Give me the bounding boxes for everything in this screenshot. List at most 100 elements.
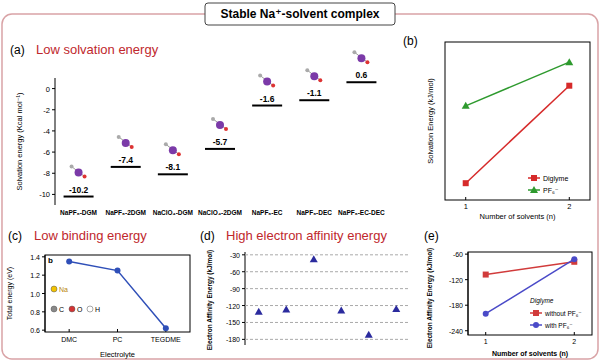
series-line [486, 259, 575, 313]
y-tick-label: -60 [453, 251, 463, 258]
y-tick-label: -180 [449, 302, 463, 309]
molecule-atom [271, 84, 275, 88]
y-tick-label: 0.8 [30, 309, 40, 316]
x-tick-label: NaPF₆-DGM [60, 209, 97, 216]
header-title: Stable Na⁺-solvent complex [220, 7, 379, 21]
x-tick [117, 329, 118, 332]
grid-line [245, 254, 410, 255]
atom-label: Na [59, 286, 68, 293]
x-tick-label: 2 [572, 338, 576, 345]
molecule-bond [354, 52, 367, 62]
plot-area [64, 82, 377, 196]
energy-level [299, 99, 329, 101]
y-tick [52, 194, 55, 195]
y-tick [52, 152, 55, 153]
marker [365, 331, 373, 338]
y-axis-label: Solvation energy (Kcal mol⁻¹) [15, 92, 24, 191]
molecule-na [357, 54, 365, 62]
y-tick-label: -8 [43, 169, 50, 178]
x-axis-label: Number of solvents (n) [480, 212, 556, 221]
x-tick [465, 197, 466, 200]
y-tick [242, 271, 245, 272]
y-tick-label: -30 [230, 252, 240, 259]
marker [310, 255, 318, 262]
molecule-bond [72, 167, 85, 177]
data-label: -8.1 [166, 162, 181, 172]
molecule-na [310, 72, 318, 80]
y-axis-label: Total energy (eV) [6, 267, 14, 320]
x-tick-label: NaClO₄-DGM [153, 209, 193, 216]
panel-sublabel: b [48, 256, 53, 265]
x-tick-label: NaPF₆-2DGM [105, 209, 146, 216]
data-label: -10.2 [69, 185, 89, 195]
atom-icon [51, 286, 57, 292]
data-label: 0.6 [356, 70, 368, 80]
molecule-atom [211, 117, 215, 121]
panel-label: (e) [424, 229, 439, 243]
series-line [466, 86, 570, 183]
molecule-atom [130, 145, 134, 149]
plot-area [255, 255, 401, 338]
marker [66, 258, 72, 264]
x-axis-label: Number of solvents (n) [492, 350, 568, 358]
x-tick [574, 332, 575, 335]
y-tick [242, 254, 245, 255]
y-tick [242, 305, 245, 306]
panel-title: Low binding energy [34, 228, 147, 243]
y-tick [465, 330, 468, 331]
y-tick-label: -180 [226, 336, 240, 343]
atom-label: O [77, 306, 83, 313]
y-axis [245, 252, 246, 345]
y-tick-label: -10 [39, 190, 50, 199]
y-axis-label: Electron Affinity Energy (kJ/mol) [426, 248, 434, 349]
atom-label: H [95, 306, 100, 313]
molecule-atom [258, 74, 262, 78]
panel-label: (a) [10, 43, 25, 57]
x-tick-label: TEGDME [151, 336, 181, 343]
molecule-na [169, 146, 177, 154]
marker [462, 102, 470, 109]
energy-level [64, 196, 94, 198]
y-tick [52, 173, 55, 174]
y-tick [242, 339, 245, 340]
figure-border [2, 14, 598, 359]
plot-frame [445, 42, 590, 200]
grid-line [245, 288, 410, 289]
molecule-atom [365, 60, 369, 64]
x-tick-label: 1 [464, 202, 468, 211]
y-tick [242, 322, 245, 323]
molecule-bond [119, 137, 132, 147]
y-tick-label: -240 [449, 328, 463, 335]
x-tick-label: PC [113, 336, 123, 343]
molecule-atom [318, 78, 322, 82]
y-axis-label: Electron Affinity Energy (kJ/mol) [206, 250, 214, 351]
series-line [69, 261, 166, 328]
energy-level [111, 166, 141, 168]
panel-title: Low solvation energy [36, 42, 159, 57]
marker [483, 272, 489, 278]
molecule-bond [166, 144, 179, 154]
series-line [466, 62, 570, 106]
grid-line [245, 322, 410, 323]
grid-line [245, 305, 410, 306]
molecule-bond [260, 76, 273, 86]
panel-label: (d) [200, 229, 215, 243]
header-box [205, 3, 395, 25]
y-tick [242, 288, 245, 289]
legend-marker [533, 310, 539, 316]
energy-level [158, 173, 188, 175]
legend-label: without PF₆⁻ [544, 310, 582, 317]
molecule-atom [224, 127, 228, 131]
x-tick-label: 2 [567, 202, 571, 211]
y-tick [465, 254, 468, 255]
marker [163, 325, 169, 331]
molecule-atom [352, 50, 356, 54]
energy-level [252, 105, 282, 107]
marker [565, 58, 573, 65]
y-tick-label: -120 [226, 303, 240, 310]
y-tick-label: 0 [46, 85, 50, 94]
y-tick [52, 130, 55, 131]
molecule-na [122, 139, 130, 147]
grid-line [245, 271, 410, 272]
y-tick-label: -150 [226, 319, 240, 326]
